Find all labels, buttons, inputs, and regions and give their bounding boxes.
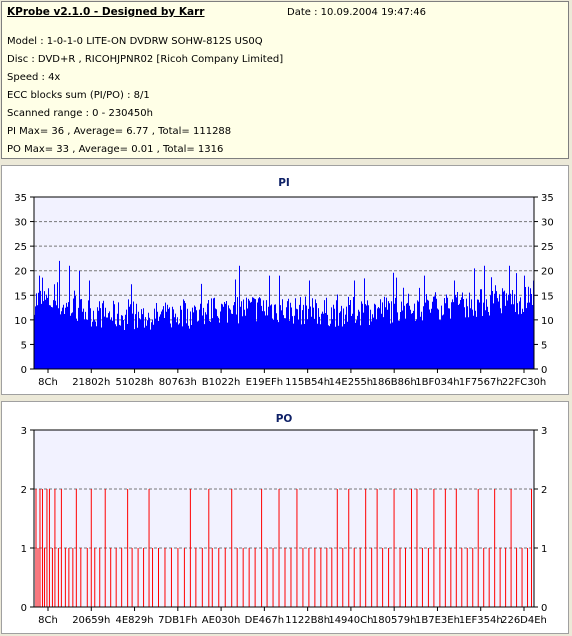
info-pi: PI Max= 36 , Average= 6.77 , Total= 1112… bbox=[7, 126, 232, 137]
info-speed: Speed : 4x bbox=[7, 72, 61, 83]
pi-ytick-label-right: 0 bbox=[541, 365, 547, 376]
pi-xtick-label: 186B86h bbox=[372, 377, 417, 388]
po-xtick-label: AE030h bbox=[202, 615, 241, 626]
pi-ytick-label-left: 20 bbox=[14, 267, 27, 278]
pi-chart: PI 0 0 5 5 10 10 15 15 20 20 25 25 30 30 35 35 8Ch 21802h 5… bbox=[14, 177, 554, 388]
pi-xtick-label: B1022h bbox=[202, 377, 241, 388]
po-xtick-label: 1EF354h bbox=[459, 615, 503, 626]
po-ytick-label-right: 0 bbox=[541, 603, 547, 614]
scan-date: Date : 10.09.2004 19:47:46 bbox=[287, 7, 426, 18]
po-xtick-label: 4E829h bbox=[115, 615, 153, 626]
po-chart-title: PO bbox=[276, 413, 293, 425]
pi-xtick-label: 115B54h bbox=[285, 377, 330, 388]
pi-ytick-label-left: 0 bbox=[21, 365, 27, 376]
pi-ytick-label-left: 25 bbox=[14, 242, 27, 253]
po-xtick-label: 226D4Eh bbox=[501, 615, 547, 626]
pi-ytick-label-left: 35 bbox=[14, 193, 27, 204]
pi-chart-panel: PI 0 0 5 5 10 10 15 15 20 20 25 25 30 30 35 35 8Ch 21802h 5… bbox=[1, 165, 569, 395]
pi-ytick-label-right: 25 bbox=[541, 242, 554, 253]
pi-xtick-label: 22FC30h bbox=[502, 377, 547, 388]
pi-ytick-label-left: 30 bbox=[14, 218, 27, 229]
po-ytick-label-right: 3 bbox=[541, 426, 547, 437]
info-po: PO Max= 33 , Average= 0.01 , Total= 1316 bbox=[7, 144, 224, 155]
info-disc: Disc : DVD+R , RICOHJPNR02 [Ricoh Compan… bbox=[7, 54, 284, 65]
pi-ytick-label-left: 5 bbox=[21, 340, 27, 351]
pi-xtick-label: 51028h bbox=[115, 377, 153, 388]
pi-ytick-label-right: 15 bbox=[541, 291, 554, 302]
pi-xtick-label: 21802h bbox=[72, 377, 110, 388]
pi-xtick-label: 80763h bbox=[159, 377, 197, 388]
pi-xtick-label: 14E255h bbox=[329, 377, 373, 388]
pi-ytick-label-left: 15 bbox=[14, 291, 27, 302]
app-title: KProbe v2.1.0 - Designed by Karr bbox=[7, 6, 205, 18]
pi-chart-title: PI bbox=[278, 177, 290, 189]
po-plot-area bbox=[34, 430, 534, 607]
info-ecc: ECC blocks sum (PI/PO) : 8/1 bbox=[7, 90, 150, 101]
po-ytick-label-right: 1 bbox=[541, 544, 547, 555]
po-plot-border bbox=[33, 429, 535, 608]
po-xtick-label: 1122B8h bbox=[285, 615, 330, 626]
po-xtick-label: 8Ch bbox=[38, 615, 58, 626]
po-xtick-label: 1B7E3Eh bbox=[415, 615, 460, 626]
po-xtick-label: 20659h bbox=[72, 615, 110, 626]
pi-ytick-label-right: 10 bbox=[541, 316, 554, 327]
po-ytick-label-left: 3 bbox=[21, 426, 27, 437]
po-xtick-label: 180579h bbox=[372, 615, 417, 626]
po-ytick-label-left: 2 bbox=[21, 485, 27, 496]
po-xtick-label: DE467h bbox=[245, 615, 284, 626]
pi-ytick-label-right: 20 bbox=[541, 267, 554, 278]
pi-ytick-label-right: 30 bbox=[541, 218, 554, 229]
pi-xtick-label: 8Ch bbox=[38, 377, 58, 388]
info-panel: KProbe v2.1.0 - Designed by Karr Date : … bbox=[1, 1, 569, 159]
po-ytick-label-left: 1 bbox=[21, 544, 27, 555]
pi-xtick-label: 1BF034h bbox=[415, 377, 459, 388]
pi-ytick-label-right: 35 bbox=[541, 193, 554, 204]
pi-xtick-label: E19EFh bbox=[246, 377, 283, 388]
po-chart-panel: PO 0 0 1 1 2 2 3 3 8Ch 20659h 4E829h 7DB1Fh AE030h DE4… bbox=[1, 401, 569, 634]
po-chart: PO 0 0 1 1 2 2 3 3 8Ch 20659h 4E829h 7DB1Fh AE030h DE4… bbox=[21, 413, 548, 626]
po-ytick-label-left: 0 bbox=[21, 603, 27, 614]
info-model: Model : 1-0-1-0 LITE-ON DVDRW SOHW-812S … bbox=[7, 36, 263, 47]
po-ytick-label-right: 2 bbox=[541, 485, 547, 496]
info-range: Scanned range : 0 - 230450h bbox=[7, 108, 153, 119]
pi-plot-border bbox=[33, 196, 535, 370]
pi-xtick-label: 1F7567h bbox=[459, 377, 503, 388]
pi-ytick-label-left: 10 bbox=[14, 316, 27, 327]
po-xtick-label: 14940Ch bbox=[328, 615, 373, 626]
po-xtick-label: 7DB1Fh bbox=[158, 615, 197, 626]
pi-ytick-label-right: 5 bbox=[541, 340, 547, 351]
